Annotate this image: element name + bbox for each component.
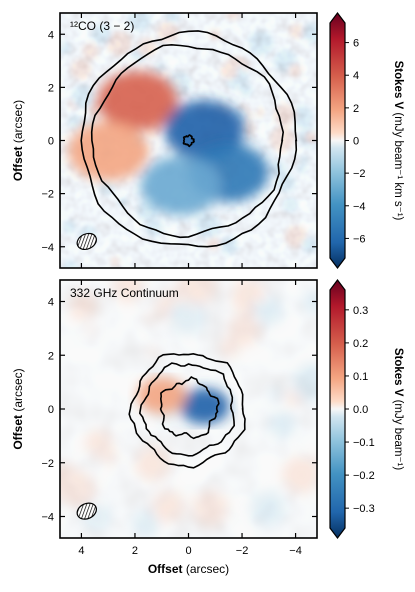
y-tick-label: 4 bbox=[48, 297, 54, 309]
colorbar bbox=[329, 12, 346, 269]
colorbar-tick-label: −0.1 bbox=[353, 437, 375, 449]
colorbar-label: Stokes V (mJy beam⁻¹) bbox=[392, 348, 404, 471]
contour-3 bbox=[159, 375, 220, 440]
feature-negative bbox=[140, 156, 221, 216]
colorbar-tick-label: 4 bbox=[353, 70, 359, 82]
colorbar bbox=[329, 279, 346, 539]
colorbar-tick-label: −4 bbox=[353, 201, 366, 213]
colorbar-tick-label: 0.1 bbox=[353, 371, 368, 383]
panel-title: 332 GHz Continuum bbox=[70, 286, 179, 300]
colorbar-tick-label: 2 bbox=[353, 103, 359, 115]
emission-features bbox=[68, 71, 269, 216]
colorbar-tick-label: 6 bbox=[353, 38, 359, 50]
contour-2 bbox=[138, 362, 236, 457]
plot-area-2 bbox=[60, 280, 317, 538]
contour-2 bbox=[90, 43, 285, 239]
y-tick-label: 4 bbox=[48, 29, 54, 41]
colorbar-tick-label: −6 bbox=[353, 233, 366, 245]
beam-ellipse bbox=[76, 232, 97, 251]
y-tick-label: 0 bbox=[48, 136, 54, 148]
y-tick-label: −4 bbox=[41, 242, 54, 254]
colorbar-tick-label: 0 bbox=[353, 136, 359, 148]
y-tick-label: 2 bbox=[48, 82, 54, 94]
y-tick-label: −2 bbox=[41, 189, 54, 201]
y-tick-label: −2 bbox=[41, 458, 54, 470]
feature-negative bbox=[179, 388, 230, 425]
contour-1 bbox=[80, 30, 298, 248]
colorbar-label: Stokes V (mJy beam⁻¹ km s⁻¹) bbox=[392, 61, 404, 221]
y-axis-label: Offset (arcsec) bbox=[11, 368, 25, 449]
colorbar-tick-label: −0.3 bbox=[353, 503, 375, 515]
beam-ellipse bbox=[76, 502, 97, 520]
colorbar-tick-label: 0.2 bbox=[353, 338, 368, 350]
x-tick-label: 0 bbox=[185, 545, 191, 557]
contour-1 bbox=[128, 352, 246, 469]
x-tick-label: 4 bbox=[78, 545, 84, 557]
colorbar-tick-label: 0.3 bbox=[353, 305, 368, 317]
feature-positive bbox=[68, 121, 149, 181]
colorbar-tick-label: −0.2 bbox=[353, 470, 375, 482]
x-tick-label: 2 bbox=[132, 545, 138, 557]
y-tick-label: 2 bbox=[48, 350, 54, 362]
plot-area-1 bbox=[60, 13, 317, 268]
y-axis-label: Offset (arcsec) bbox=[11, 100, 25, 181]
x-axis-label: Offset (arcsec) bbox=[148, 562, 229, 576]
contour-3 bbox=[182, 134, 195, 148]
y-tick-label: −4 bbox=[41, 512, 54, 524]
panel-title: ¹²CO (3 − 2) bbox=[70, 19, 134, 33]
feature-positive bbox=[97, 71, 178, 131]
colorbar-tick-label: 0.0 bbox=[353, 404, 368, 416]
x-tick-label: −4 bbox=[289, 545, 302, 557]
x-tick-label: −2 bbox=[236, 545, 249, 557]
colorbar-tick-label: −2 bbox=[353, 168, 366, 180]
y-tick-label: 0 bbox=[48, 404, 54, 416]
